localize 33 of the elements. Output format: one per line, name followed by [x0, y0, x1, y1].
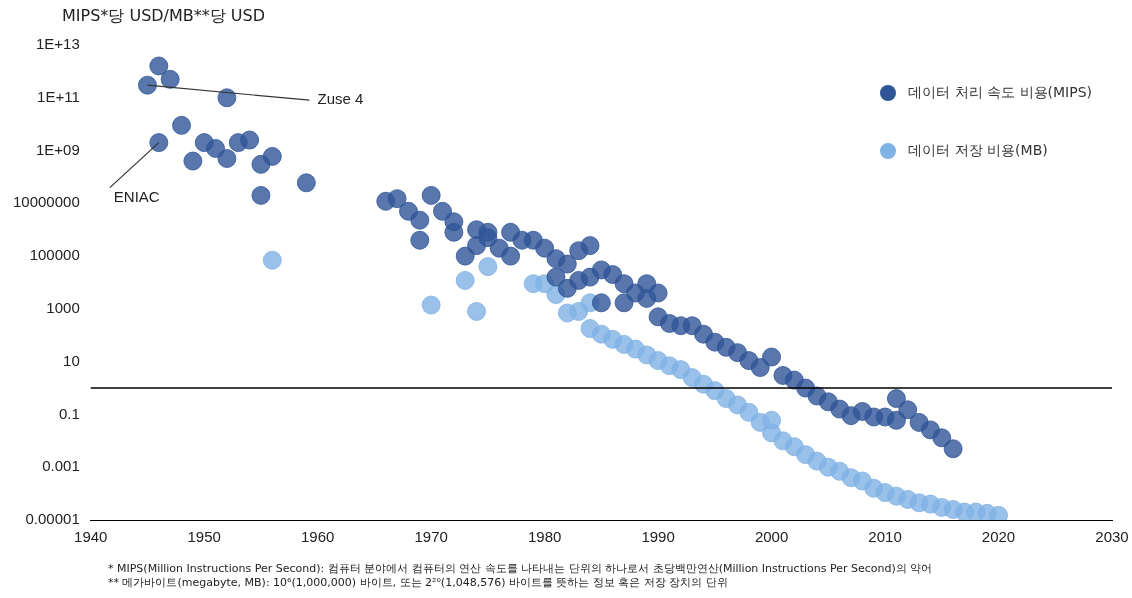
annotation: Zuse 4	[317, 90, 364, 108]
y-tick-label: 0.001	[42, 457, 80, 475]
text: ** 메가바이트(megabyte, MB): 10⁶(1,000,000) 바이트, 또는 2²⁰(1,048,576) 바이트를 뜻하는 정보 혹은 저장 장치의 단위	[108, 576, 729, 590]
point	[478, 257, 498, 277]
y-tick-label: 1E+09	[35, 140, 80, 158]
point	[467, 301, 487, 321]
y-tick-label: 1000	[46, 299, 80, 317]
x-tick-label: 1970	[414, 528, 448, 546]
x-tick-label: 1990	[641, 528, 675, 546]
y-tick-label: 1E+11	[37, 87, 80, 105]
y-tick-label: 10	[63, 351, 80, 369]
x-tick-label: 2020	[981, 528, 1016, 546]
x-tick-label: 2030	[1095, 528, 1129, 546]
point	[262, 250, 282, 270]
legend-label: 데이터 처리 속도 비용(MIPS)	[908, 84, 1092, 102]
x-tick-label: 2010	[868, 528, 902, 546]
x-tick-label: 1950	[187, 528, 221, 546]
x-tick-label: 2000	[754, 528, 789, 546]
point	[455, 270, 475, 290]
x-tick-label: 1980	[527, 528, 562, 546]
point	[421, 295, 441, 315]
y-tick-label: 1E+13	[35, 35, 80, 53]
legend-label: 데이터 저장 비용(MB)	[908, 142, 1048, 160]
y-tick-label: 100000	[29, 246, 80, 264]
y-tick-label: 0.00001	[25, 510, 80, 528]
annotation: ENIAC	[113, 187, 160, 205]
x-tick-label: 1940	[74, 528, 108, 546]
y-tick-label: 0.1	[58, 404, 80, 422]
point	[739, 402, 759, 422]
text: * MIPS(Million Instructions Per Second): 컴퓨터 분야에서 컴퓨터의 연산 속도를 나타내는 단위의 하나로서 초당백만연산(Million Instructions Per Second)의 약어	[108, 562, 933, 576]
y-axis-title: MIPS*당 USD/MB**당 USD	[62, 6, 266, 27]
x-tick-label: 1960	[301, 528, 335, 546]
y-tick-label: 10000000	[12, 193, 80, 211]
